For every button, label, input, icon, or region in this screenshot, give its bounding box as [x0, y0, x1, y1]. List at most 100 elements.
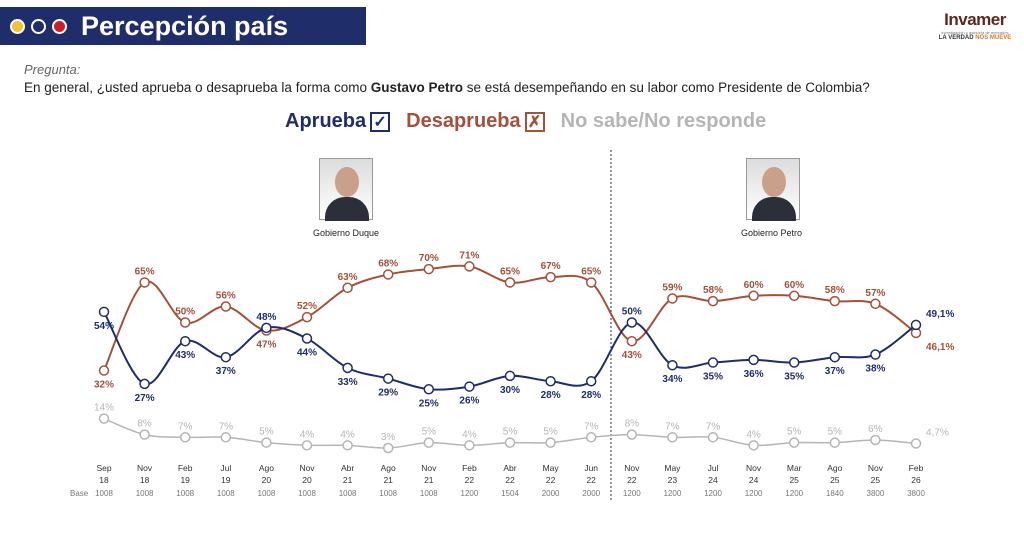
base-value: 1200: [461, 489, 479, 498]
data-point: [626, 429, 638, 440]
data-label: 49,1%: [926, 309, 954, 320]
data-point: [667, 359, 678, 371]
data-point: [870, 434, 881, 446]
data-point: [870, 298, 881, 310]
data-point: [545, 271, 556, 283]
data-point: [139, 429, 150, 440]
base-value: 1008: [379, 489, 397, 498]
data-point: [464, 261, 475, 272]
x-tick-month: Nov: [137, 463, 153, 473]
base-value: 1008: [217, 489, 235, 498]
data-point: [585, 277, 597, 288]
x-tick-year: 25: [871, 475, 881, 485]
data-point: [504, 370, 516, 382]
data-label: 52%: [297, 301, 317, 312]
data-label: 25%: [419, 398, 439, 409]
petro-photo: [746, 158, 800, 221]
data-point: [707, 357, 719, 368]
x-tick-year: 23: [668, 475, 678, 485]
base-value: 1008: [258, 489, 276, 498]
gobierno-duque-label: Gobierno Duque: [313, 228, 380, 238]
x-tick-year: 20: [262, 475, 272, 485]
x-tick-year: 22: [505, 475, 515, 485]
x-tick-month: Nov: [624, 463, 640, 473]
data-label: 32%: [94, 380, 114, 391]
x-tick-year: 22: [546, 475, 556, 485]
base-value: 1008: [95, 489, 113, 498]
data-point: [870, 349, 881, 360]
duque-photo: [319, 158, 373, 221]
data-point: [626, 317, 638, 328]
data-point: [382, 442, 394, 454]
data-point: [545, 375, 556, 387]
data-point: [98, 413, 110, 424]
base-value: 2000: [582, 489, 600, 498]
data-point: [139, 378, 150, 390]
data-point: [829, 437, 841, 448]
data-point: [748, 354, 759, 366]
data-point: [301, 440, 313, 451]
x-tick-month: Mar: [787, 463, 802, 473]
base-value: 2000: [542, 489, 560, 498]
data-label: 4%: [746, 429, 761, 440]
x-tick-month: Nov: [299, 463, 315, 473]
x-tick-month: Ago: [381, 463, 396, 473]
x-tick-year: 22: [465, 475, 475, 485]
data-label: 4%: [340, 429, 355, 440]
base-value: 1008: [339, 489, 357, 498]
data-label: 4,7%: [926, 427, 949, 438]
data-point: [382, 269, 394, 280]
data-point: [179, 432, 191, 443]
data-point: [829, 351, 841, 363]
page-title: Percepción país: [81, 10, 289, 41]
base-value: 3800: [907, 489, 925, 498]
legend-desaprueba: Desaprueba ✗: [406, 110, 545, 133]
data-label: 44%: [297, 348, 317, 359]
data-point: [748, 440, 759, 451]
data-point: [98, 306, 110, 318]
data-point: [910, 438, 922, 449]
x-tick-year: 26: [911, 475, 921, 485]
base-value: 1008: [176, 489, 194, 498]
data-label: 67%: [541, 261, 561, 272]
x-tick-month: Ago: [827, 463, 842, 473]
data-label: 57%: [865, 288, 885, 299]
data-label: 54%: [94, 321, 114, 332]
data-label: 37%: [825, 366, 845, 377]
x-tick-month: Nov: [746, 463, 762, 473]
x-tick-month: May: [664, 463, 681, 473]
data-label: 4%: [300, 429, 315, 440]
data-label: 26%: [459, 396, 479, 407]
legend-aprueba: Aprueba ✓: [285, 110, 391, 133]
data-label: 36%: [744, 369, 764, 380]
base-value: 1840: [826, 489, 844, 498]
x-tick-month: Jun: [584, 463, 598, 473]
data-label: 71%: [459, 250, 479, 261]
data-point: [261, 322, 272, 334]
invamer-logo: Invamer investigación y asesoría de merc…: [938, 10, 1012, 41]
base-value: 1008: [298, 489, 316, 498]
data-point: [788, 437, 800, 448]
x-tick-year: 21: [343, 475, 353, 485]
data-label: 30%: [500, 385, 520, 396]
data-label: 8%: [625, 419, 640, 430]
data-label: 37%: [216, 366, 236, 377]
data-label: 28%: [541, 390, 561, 401]
base-value: 1200: [745, 489, 763, 498]
base-value: 1008: [136, 489, 154, 498]
checkmark-icon: ✓: [370, 111, 391, 132]
data-label: 65%: [581, 266, 601, 277]
data-label: 7%: [665, 421, 680, 432]
x-tick-year: 25: [830, 475, 840, 485]
data-point: [545, 437, 556, 448]
data-label: 3%: [381, 432, 396, 443]
base-value: 1504: [501, 489, 519, 498]
data-point: [626, 335, 638, 347]
base-value: 1200: [623, 489, 641, 498]
base-value: 3800: [867, 489, 885, 498]
x-tick-year: 24: [708, 475, 718, 485]
data-label: 48%: [256, 312, 276, 323]
data-label: 60%: [784, 280, 804, 291]
data-label: 7%: [178, 421, 193, 432]
data-point: [342, 362, 353, 374]
